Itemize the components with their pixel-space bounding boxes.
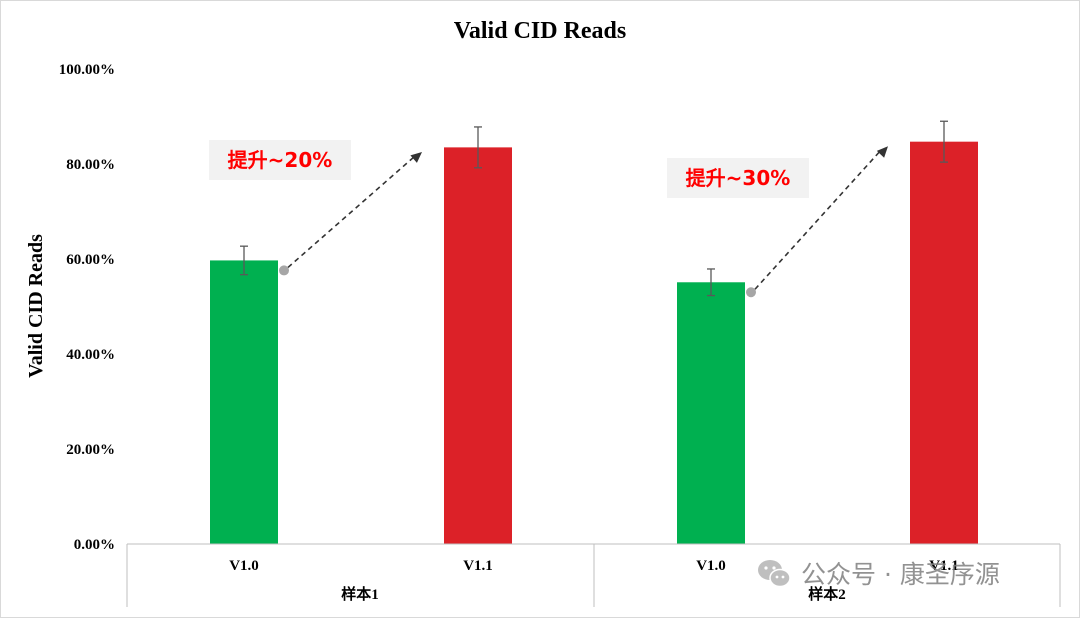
dashed-arrow [754, 150, 881, 290]
annotations-layer: 提升~20% 提升~30% [209, 140, 888, 298]
x-tick-label: V1.0 [229, 558, 259, 574]
arrow-head [410, 151, 422, 163]
y-tick-label: 100.00% [59, 62, 115, 78]
annotation-box [667, 158, 809, 198]
y-axis-ticks: 0.00% 20.00% 40.00% 60.00% 80.00% 100.00% [59, 62, 115, 553]
watermark-text: 公众号 · 康圣序源 [801, 560, 1000, 589]
chart-title: Valid CID Reads [454, 18, 627, 44]
bar [444, 147, 512, 544]
bar [677, 282, 745, 544]
error-bars-layer [240, 120, 948, 297]
arrow-head [876, 146, 888, 158]
bar [210, 260, 278, 544]
arrow-start-dot [279, 265, 289, 276]
bar [910, 141, 978, 545]
x-axis-frame [126, 543, 1061, 607]
bars-layer [210, 141, 978, 545]
annotation-text: 提升~30% [686, 166, 791, 190]
x-tick-label: V1.0 [696, 558, 726, 574]
y-tick-label: 60.00% [66, 252, 115, 268]
annotation-box [209, 140, 351, 180]
annotation-text: 提升~20% [228, 148, 333, 172]
dashed-arrow [287, 156, 415, 269]
wechat-icon [758, 560, 791, 588]
x-axis-labels: V1.0 V1.1 样本1 V1.0 V1.1 样本2 [229, 558, 959, 603]
y-tick-label: 20.00% [66, 442, 115, 458]
x-tick-label: V1.1 [929, 558, 959, 574]
x-tick-label: V1.1 [463, 558, 493, 574]
y-tick-label: 40.00% [66, 347, 115, 363]
y-axis-label: Valid CID Reads [25, 234, 47, 378]
x-group-label: 样本2 [808, 585, 846, 603]
y-tick-label: 0.00% [74, 537, 115, 553]
watermark: 公众号 · 康圣序源 [758, 560, 1000, 589]
y-tick-label: 80.00% [66, 157, 115, 173]
arrow-start-dot [746, 287, 756, 298]
x-group-label: 样本1 [341, 585, 379, 603]
